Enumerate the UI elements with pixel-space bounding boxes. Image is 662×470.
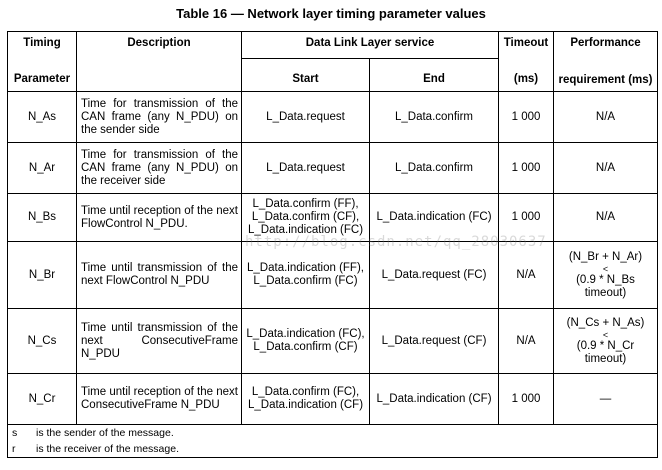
performance-line: timeout) — [584, 352, 627, 365]
end-cell: L_Data.request (CF) — [369, 308, 499, 374]
timeout-cell: 1 000 — [498, 142, 554, 194]
header-timeout: Timeout — [498, 31, 554, 59]
start-line: L_Data.confirm (CF), — [251, 211, 360, 223]
performance-line: — — [599, 392, 612, 405]
start-cell: L_Data.confirm (FF), L_Data.confirm (CF)… — [241, 193, 370, 242]
param-cell: N_Br — [7, 241, 77, 309]
description-cell: Time for transmission of the CAN frame (… — [76, 142, 242, 194]
start-line: L_Data.request — [266, 161, 345, 174]
timing-parameter-table: Timing Description Data Link Layer servi… — [7, 31, 658, 458]
timeout-cell: N/A — [498, 241, 554, 309]
footnote-key: r — [12, 442, 16, 455]
start-line: L_Data.confirm (FF), — [252, 198, 359, 210]
performance-line: timeout) — [584, 286, 627, 299]
start-line: L_Data.indication (FF), — [247, 262, 364, 274]
header-end: End — [369, 58, 499, 92]
timeout-cell: 1 000 — [498, 91, 554, 143]
footnote-text: is the sender of the message. — [36, 426, 174, 439]
start-cell: L_Data.request — [241, 91, 370, 143]
param-cell: N_Ar — [7, 142, 77, 194]
performance-line: N/A — [595, 110, 616, 123]
end-cell: L_Data.indication (FC) — [369, 193, 499, 242]
start-line: L_Data.confirm (FC) — [253, 275, 358, 287]
description-cell: Time for transmission of the CAN frame (… — [76, 91, 242, 143]
start-cell: L_Data.indication (FC), L_Data.confirm (… — [241, 308, 370, 374]
footnote-sender: s is the sender of the message. — [7, 424, 658, 441]
start-line: L_Data.indication (FC) — [247, 224, 364, 236]
start-cell: L_Data.indication (FF), L_Data.confirm (… — [241, 241, 370, 309]
table-row: N_Bs Time until reception of the next Fl… — [7, 193, 658, 242]
performance-cell: (N_Br + N_Ar) < (0.9 * N_Bs timeout) — [553, 241, 658, 309]
header-timeout-unit: (ms) — [498, 58, 554, 92]
footnote-key: s — [12, 426, 18, 439]
performance-cell: N/A — [553, 193, 658, 242]
timeout-cell: 1 000 — [498, 373, 554, 425]
start-cell: L_Data.request — [241, 142, 370, 194]
header-performance: Performance — [553, 31, 658, 59]
footnote-row: r is the receiver of the message. — [7, 441, 658, 458]
end-cell: L_Data.indication (CF) — [369, 373, 499, 425]
header-parameter: Parameter — [7, 58, 77, 92]
description-cell: Time until reception of the next FlowCon… — [76, 193, 242, 242]
performance-line: N/A — [595, 161, 616, 174]
param-cell: N_Cr — [7, 373, 77, 425]
header-performance-unit: requirement (ms) — [553, 58, 658, 92]
performance-line: < — [602, 329, 609, 340]
start-line: L_Data.indication (FC), — [246, 328, 365, 340]
performance-line: (N_Cs + N_As) — [566, 316, 645, 329]
table-row: N_Br Time until transmission of the next… — [7, 241, 658, 309]
end-cell: L_Data.request (FC) — [369, 241, 499, 309]
performance-cell: — — [553, 373, 658, 425]
performance-line: < — [602, 263, 609, 274]
header-dll-service: Data Link Layer service — [241, 31, 499, 59]
table-row: N_As Time for transmission of the CAN fr… — [7, 91, 658, 143]
description-cell: Time until reception of the next Consecu… — [76, 373, 242, 425]
param-cell: N_Cs — [7, 308, 77, 374]
end-cell: L_Data.confirm — [369, 91, 499, 143]
table-row: N_Cr Time until reception of the next Co… — [7, 373, 658, 425]
timeout-cell: N/A — [498, 308, 554, 374]
param-cell: N_As — [7, 91, 77, 143]
table-caption: Table 16 — Network layer timing paramete… — [176, 6, 486, 21]
table-row: N_Cs Time until transmission of the next… — [7, 308, 658, 374]
footnote-receiver: r is the receiver of the message. — [7, 441, 658, 458]
header-description: Description — [76, 31, 242, 92]
performance-cell: N/A — [553, 142, 658, 194]
performance-cell: (N_Cs + N_As) < (0.9 * N_Cr timeout) — [553, 308, 658, 374]
performance-line: (N_Br + N_Ar) — [568, 250, 643, 263]
description-cell: Time until transmission of the next Cons… — [76, 308, 242, 374]
start-line: L_Data.indication (CF) — [247, 399, 364, 411]
header-timing: Timing — [7, 31, 77, 59]
footnote-row: s is the sender of the message. — [7, 424, 658, 441]
footnote-text: is the receiver of the message. — [36, 442, 179, 455]
param-cell: N_Bs — [7, 193, 77, 242]
performance-line: N/A — [595, 211, 616, 223]
performance-line: (0.9 * N_Cr — [576, 339, 635, 352]
header-start: Start — [241, 58, 370, 92]
timeout-cell: 1 000 — [498, 193, 554, 242]
start-line: L_Data.confirm (FC), — [251, 386, 360, 398]
start-line: L_Data.confirm (CF) — [253, 341, 358, 353]
performance-cell: N/A — [553, 91, 658, 143]
description-cell: Time until transmission of the next Flow… — [76, 241, 242, 309]
end-cell: L_Data.confirm — [369, 142, 499, 194]
performance-line: (0.9 * N_Bs — [576, 273, 635, 286]
start-cell: L_Data.confirm (FC), L_Data.indication (… — [241, 373, 370, 425]
start-line: L_Data.request — [266, 110, 345, 123]
table-row: N_Ar Time for transmission of the CAN fr… — [7, 142, 658, 194]
